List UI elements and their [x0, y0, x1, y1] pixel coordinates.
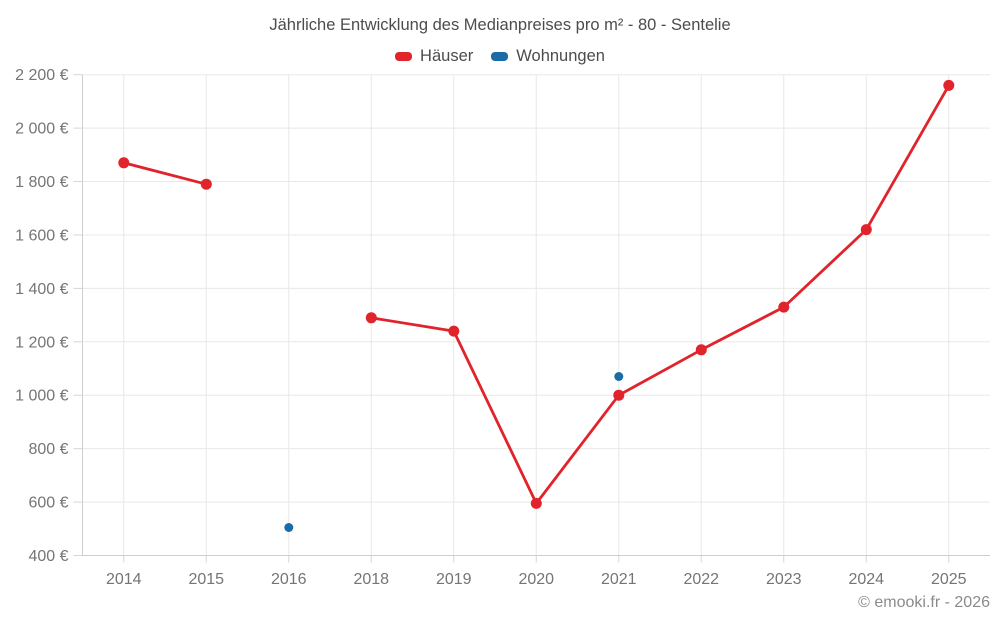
- x-axis-label: 2023: [766, 571, 802, 588]
- legend-label-wohnungen: Wohnungen: [516, 47, 605, 65]
- y-axis-label: 1 800 €: [15, 174, 68, 191]
- chart-title: Jährliche Entwicklung des Medianpreises …: [269, 16, 731, 34]
- data-point-1-2016[interactable]: [284, 523, 294, 532]
- x-axis-label: 2024: [848, 571, 884, 588]
- data-point-0-2025[interactable]: [943, 79, 955, 91]
- y-axis-label: 1 600 €: [15, 227, 68, 244]
- x-axis-label: 2014: [106, 571, 142, 588]
- x-axis-label: 2022: [683, 571, 719, 588]
- x-axis-label: 2020: [518, 571, 554, 588]
- y-axis-label: 2 000 €: [15, 121, 68, 138]
- legend-item-haeuser[interactable]: Häuser: [395, 47, 473, 66]
- legend-swatch-wohnungen-icon: [491, 52, 509, 61]
- legend: Häuser Wohnungen: [0, 47, 1000, 66]
- data-point-0-2015[interactable]: [200, 178, 212, 190]
- data-point-0-2021[interactable]: [613, 389, 625, 401]
- y-axis-label: 600 €: [28, 495, 68, 512]
- y-axis-label: 400 €: [28, 548, 68, 565]
- x-axis-label: 2015: [188, 571, 224, 588]
- y-axis-label: 1 200 €: [15, 334, 68, 351]
- data-point-0-2020[interactable]: [530, 497, 542, 509]
- x-axis-label: 2021: [601, 571, 637, 588]
- y-axis-label: 1 400 €: [15, 281, 68, 298]
- data-point-0-2014[interactable]: [118, 157, 130, 169]
- copyright: © emooki.fr - 2026: [858, 594, 990, 611]
- data-point-1-2021[interactable]: [614, 372, 624, 381]
- x-axis-label: 2016: [271, 571, 307, 588]
- series-line-0: [122, 84, 951, 505]
- data-point-0-2024[interactable]: [860, 224, 872, 236]
- data-point-0-2018[interactable]: [365, 312, 377, 324]
- legend-item-wohnungen[interactable]: Wohnungen: [491, 47, 605, 66]
- data-point-0-2023[interactable]: [778, 301, 790, 313]
- y-axis-label: 2 200 €: [15, 67, 68, 84]
- x-axis-label: 2025: [931, 571, 967, 588]
- data-point-0-2019[interactable]: [448, 325, 460, 337]
- x-axis-label: 2019: [436, 571, 472, 588]
- y-axis-label: 1 000 €: [15, 388, 68, 405]
- legend-swatch-haeuser-icon: [395, 52, 413, 61]
- x-axis-label: 2018: [353, 571, 389, 588]
- data-point-0-2022[interactable]: [695, 344, 707, 356]
- legend-label-haeuser: Häuser: [420, 47, 474, 65]
- y-axis-label: 800 €: [28, 441, 68, 458]
